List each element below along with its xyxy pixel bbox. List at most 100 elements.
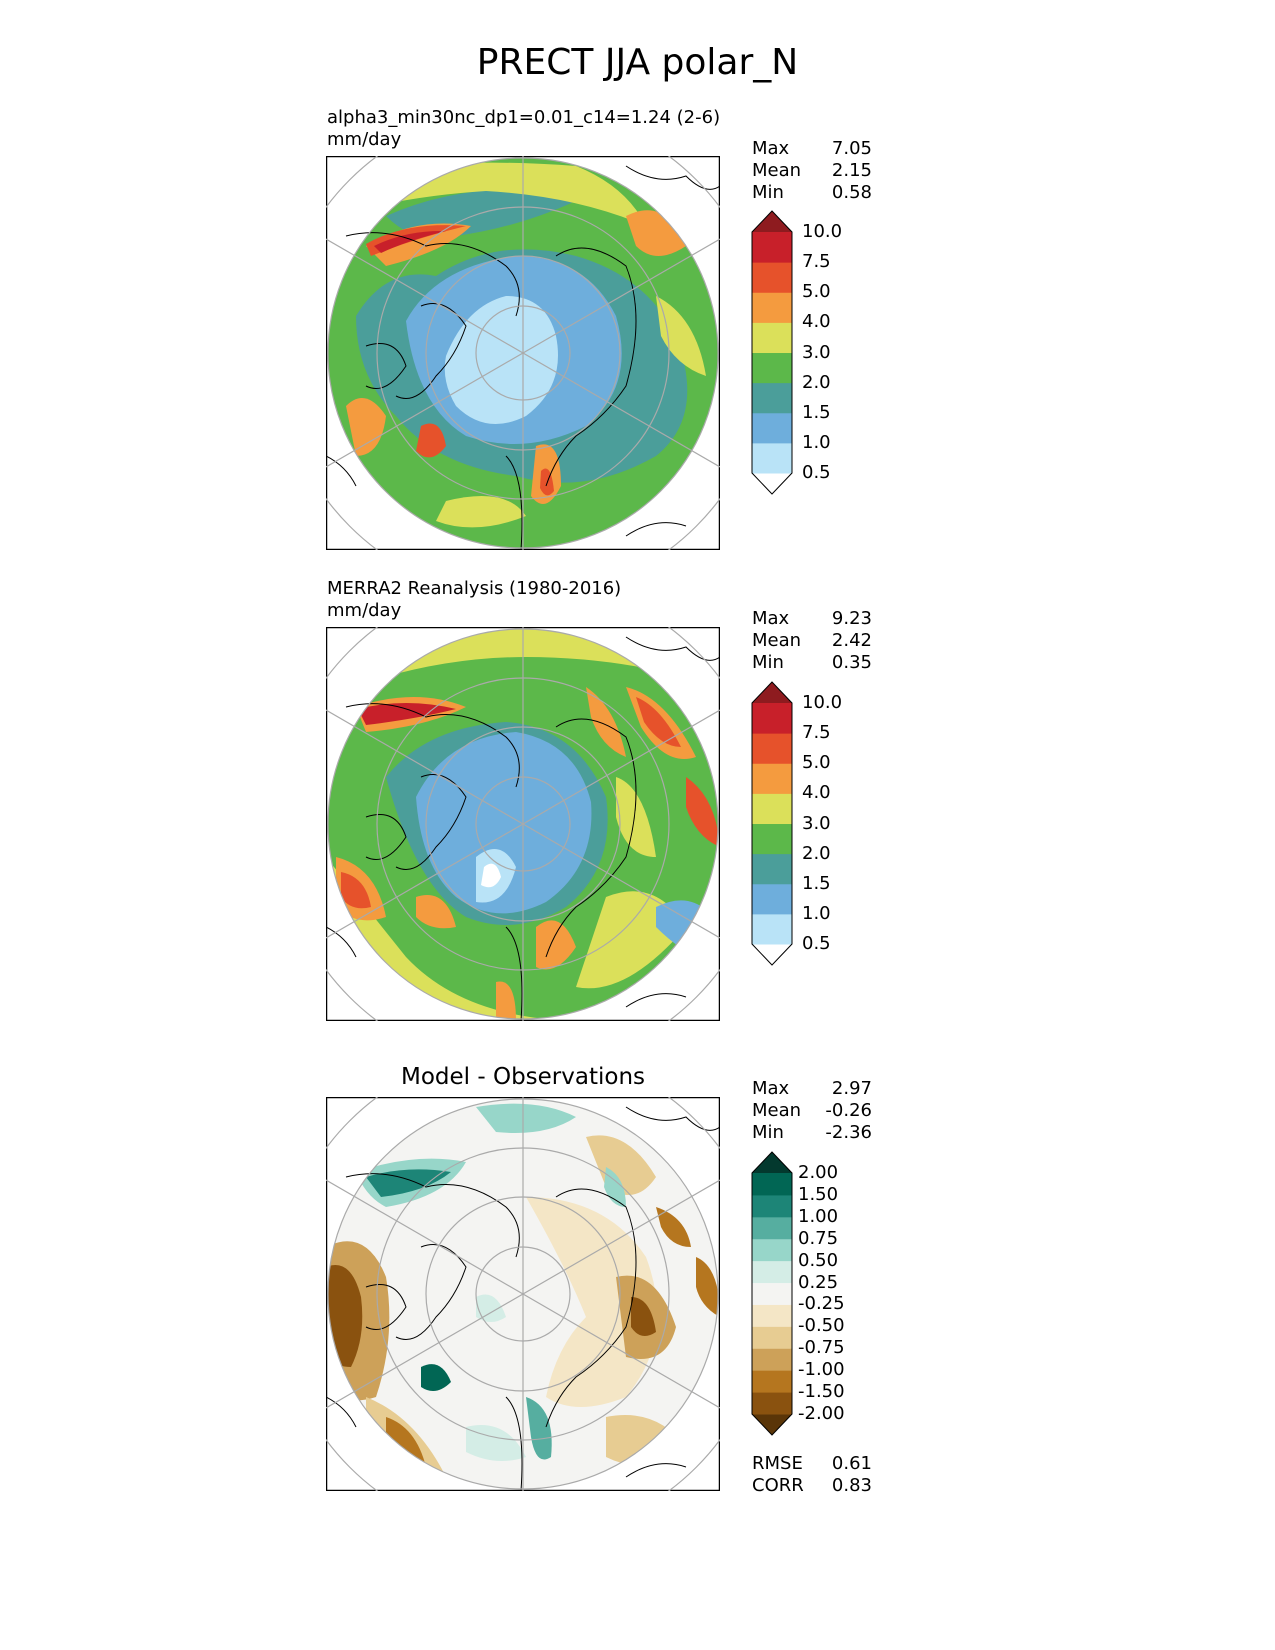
stat-label: Max [752,1078,790,1099]
colorbar-extend-low [752,1414,792,1435]
colorbar-tick-label: 0.75 [798,1227,839,1249]
colorbar-tick-label: -0.75 [798,1337,845,1359]
colorbar-segment [752,733,792,764]
colorbar-outline [751,681,793,966]
colorbar-segment [752,1238,792,1262]
colorbar-tick-label: 0.50 [798,1249,839,1271]
colorbar-tick-label: -0.50 [798,1315,845,1337]
stat-label: Max [752,608,790,629]
colorbar-segment [752,442,792,474]
panel-1-units: mm/day [327,129,402,150]
stat-label: Min [752,182,784,203]
colorbar-tick-label: 1.0 [802,902,831,924]
colorbar-tick-label: -2.00 [798,1403,845,1424]
colorbar-segment [752,262,792,293]
panel-1-title: alpha3_min30nc_dp1=0.01_c14=1.24 (2-6) [327,107,721,128]
colorbar-segment [752,1216,792,1240]
panel-2-stats: Max 9.23 Mean 2.42 Min 0.35 [752,608,872,674]
colorbar-tick-label: 1.50 [798,1183,839,1205]
metric-label: CORR [752,1475,804,1496]
colorbar-segment [752,1260,792,1284]
colorbar-segment [752,703,792,734]
stat-label: Mean [752,160,802,181]
colorbar-tick-label: -1.00 [798,1359,845,1381]
panel-1-map [326,156,720,550]
colorbar-segment [752,1282,792,1305]
stat-value: 7.05 [831,138,872,159]
stat-value: 2.15 [831,160,872,181]
colorbar-segment [752,853,792,885]
colorbar-outline [751,1151,793,1436]
metric-value: 0.83 [831,1475,872,1496]
colorbar-tick-label: 4.0 [802,311,831,333]
colorbar-extend-high [752,211,792,232]
colorbar-segment [752,823,792,855]
coastlines [326,636,720,1021]
colorbar-segment [752,292,792,323]
colorbar-segment [752,1326,792,1349]
colorbar-outline [751,210,793,495]
colorbar-tick-label: 1.5 [802,872,831,894]
colorbar-tick-label: 3.0 [802,812,831,834]
colorbar-tick-label: 2.0 [802,842,831,864]
colorbar-tick-label: 5.0 [802,281,831,303]
colorbar-segment [752,883,792,915]
colorbar-segment [752,1173,792,1196]
figure-title: PRECT JJA polar_N [476,42,799,83]
stat-value: 2.42 [831,630,872,651]
coastlines [326,165,720,550]
colorbar-tick-label: 0.25 [798,1271,839,1293]
panel-3-metrics: RMSE 0.61 CORR 0.83 [752,1453,872,1497]
colorbar-segment [752,1348,792,1371]
colorbar-segment [752,322,792,354]
panel-3-colorbar-ticks: 2.00 1.50 1.00 0.75 0.50 0.25 -0.25 -0.50 -0.75-… [798,0,868,1424]
stat-label: Mean [752,630,802,651]
stat-value: 0.58 [831,182,872,203]
graticule [326,1097,720,1491]
colorbar-tick-label: 1.00 [798,1205,839,1227]
colorbar-tick-label: -0.25 [798,1293,845,1315]
stat-value: -0.26 [825,1100,872,1121]
colorbar-tick-label: 7.5 [802,251,831,273]
graticule [326,627,720,1021]
colorbar-extend-high [752,1152,792,1173]
panel-2-units: mm/day [327,600,402,621]
colorbar-segment [752,232,792,263]
panel-1-colorbar [751,210,793,495]
colorbar-tick-label: 10.0 [802,221,843,242]
panel-1-colorbar-ticks: 10.0 7.5 5.0 4.0 3.0 2.0 1.5 1.0 0.5 [802,0,862,483]
colorbar-tick-label: 5.0 [802,752,831,774]
colorbar-segment [752,412,792,444]
colorbar-segment [752,763,792,794]
stat-value: 0.35 [831,652,872,673]
colorbar-tick-label: 1.5 [802,401,831,423]
panel-2-title: MERRA2 Reanalysis (1980-2016) [327,578,622,599]
colorbar-segment [752,793,792,825]
coastlines [326,1106,720,1491]
colorbar-segment [752,382,792,414]
stat-value: 2.97 [831,1078,872,1099]
panel-1-stats: Max 7.05 Mean 2.15 Min 0.58 [752,138,872,204]
colorbar-extend-low [752,473,792,494]
panel-2-colorbar-ticks: 10.0 7.5 5.0 4.0 3.0 2.0 1.5 1.0 0.5 [802,0,862,954]
metric-value: 0.61 [831,1453,872,1474]
stat-value: 9.23 [831,608,872,629]
colorbar-segment [752,913,792,945]
stat-value: -2.36 [825,1122,872,1143]
colorbar-tick-label: 1.0 [802,431,831,453]
panel-3-stats: Max 2.97 Mean -0.26 Min -2.36 [752,1078,872,1144]
colorbar-segment [752,1392,792,1415]
metric-label: RMSE [752,1453,803,1474]
colorbar-segment [752,1304,792,1327]
colorbar-segment [752,352,792,384]
panel-2-colorbar [751,681,793,966]
stat-label: Min [752,652,784,673]
colorbar-tick-label: 2.0 [802,371,831,393]
colorbar-tick-label: -1.50 [798,1381,845,1403]
panel-3-title: Model - Observations [400,1064,645,1090]
colorbar-extend-low [752,944,792,965]
colorbar-tick-label: 10.0 [802,692,843,713]
colorbar-tick-label: 0.5 [802,462,831,483]
colorbar-tick-label: 2.00 [798,1162,839,1183]
stat-label: Mean [752,1100,802,1121]
